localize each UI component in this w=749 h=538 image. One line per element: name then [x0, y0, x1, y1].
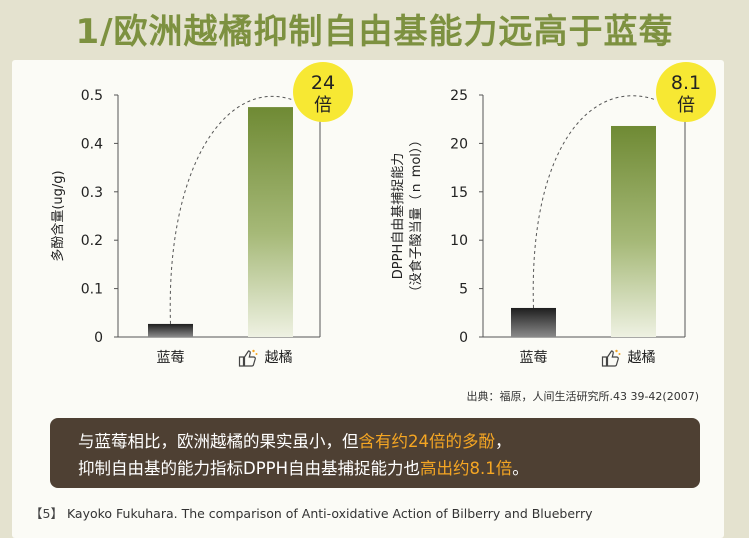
y-tick-label: 0.5: [81, 88, 103, 104]
y-tick-label: 25: [450, 88, 468, 104]
source-citation: 出典：福原，人间生活研究所.43 39-42(2007): [466, 390, 699, 403]
summary-text: 。: [512, 459, 529, 478]
summary-box: 与蓝莓相比，欧洲越橘的果实虽小，但含有约24倍的多酚， 抑制自由基的能力指标DP…: [50, 418, 700, 488]
summary-text: ，: [495, 432, 512, 451]
ratio-badge: [656, 62, 716, 122]
page-title: 1/欧洲越橘抑制自由基能力远高于蓝莓: [75, 12, 674, 52]
x-tick-label: 越橘: [628, 350, 656, 366]
ratio-badge-value: 8.1: [671, 72, 701, 94]
x-tick-label: 蓝莓: [520, 350, 548, 366]
y-tick-label: 10: [450, 233, 468, 249]
y-tick-label: 0.3: [81, 185, 103, 201]
y-tick-label: 0.4: [81, 136, 103, 152]
reference-number: 【5】: [30, 506, 63, 521]
ratio-badge: [293, 62, 353, 122]
summary-line-1: 与蓝莓相比，欧洲越橘的果实虽小，但含有约24倍的多酚，: [78, 428, 686, 455]
bar: [148, 323, 193, 337]
y-tick-label: 0.1: [81, 282, 103, 298]
ratio-badge-unit: 倍: [314, 95, 332, 116]
summary-line-2: 抑制自由基的能力指标DPPH自由基捕捉能力也高出约8.1倍。: [78, 455, 686, 482]
bar: [511, 307, 556, 337]
y-axis-label: DPPH自由基捕捉能力: [390, 153, 406, 279]
summary-text: 与蓝莓相比，欧洲越橘的果实虽小，但: [78, 432, 359, 451]
summary-text: 抑制自由基的能力指标DPPH自由基捕捉能力也: [78, 459, 421, 478]
ratio-badge-unit: 倍: [677, 95, 695, 116]
y-tick-label: 15: [450, 185, 468, 201]
summary-highlight: 高出约8.1倍: [420, 459, 513, 478]
x-tick-label: 越橘: [265, 350, 293, 366]
bar: [248, 107, 293, 337]
ratio-badge-value: 24: [311, 72, 335, 94]
bar: [611, 125, 656, 337]
y-tick-label: 0: [94, 330, 103, 346]
y-tick-label: 0.2: [81, 233, 103, 249]
reference: 【5】 Kayoko Fukuhara. The comparison of A…: [30, 503, 592, 522]
reference-text: Kayoko Fukuhara. The comparison of Anti-…: [66, 506, 593, 521]
y-axis-label: 多酚含量(ug/g): [50, 170, 66, 261]
thumbs-up-icon: [238, 349, 258, 367]
connector-line: [169, 95, 294, 324]
y-axis-label: （没食子酸当量（ｎ mol））: [408, 134, 424, 299]
y-tick-label: 5: [459, 282, 468, 298]
y-tick-label: 20: [450, 136, 468, 152]
thumbs-up-icon: [601, 349, 621, 367]
x-tick-label: 蓝莓: [157, 350, 185, 366]
summary-highlight: 含有约24倍的多酚: [358, 432, 496, 451]
y-tick-label: 0: [459, 330, 468, 346]
